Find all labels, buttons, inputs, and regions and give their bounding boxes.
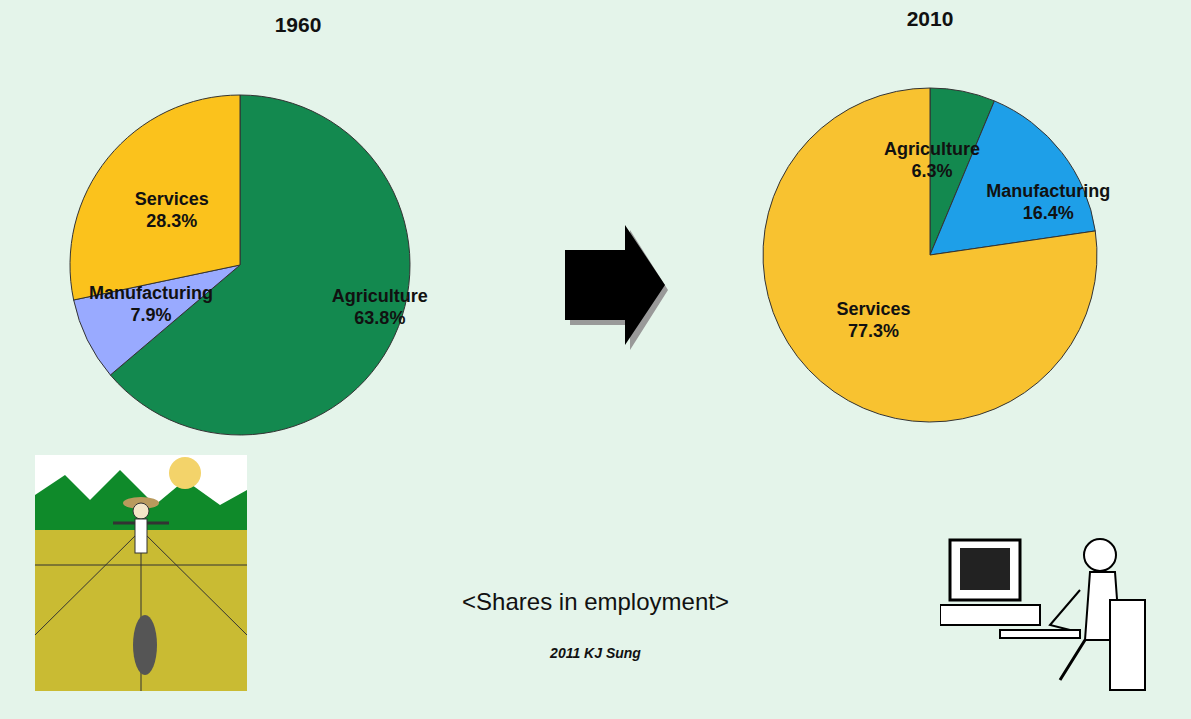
html-text:<Shares in employment>: <Shares in employment> [462,588,729,615]
svg-text:Manufacturing: Manufacturing [986,181,1110,201]
svg-text:28.3%: 28.3% [146,211,197,231]
svg-text:63.8%: 63.8% [354,308,405,328]
svg-text:1960: 1960 [275,13,322,36]
svg-text:6.3%: 6.3% [911,161,952,181]
svg-text:Services: Services [135,189,209,209]
svg-text:Services: Services [836,299,910,319]
svg-text:Agriculture: Agriculture [332,286,428,306]
svg-text:2010: 2010 [907,7,954,30]
svg-text:16.4%: 16.4% [1023,203,1074,223]
svg-text:7.9%: 7.9% [130,305,171,325]
svg-text:77.3%: 77.3% [848,321,899,341]
svg-text:Agriculture: Agriculture [884,139,980,159]
html-text:2011 KJ Sung: 2011 KJ Sung [550,645,641,661]
svg-text:Manufacturing: Manufacturing [89,283,213,303]
